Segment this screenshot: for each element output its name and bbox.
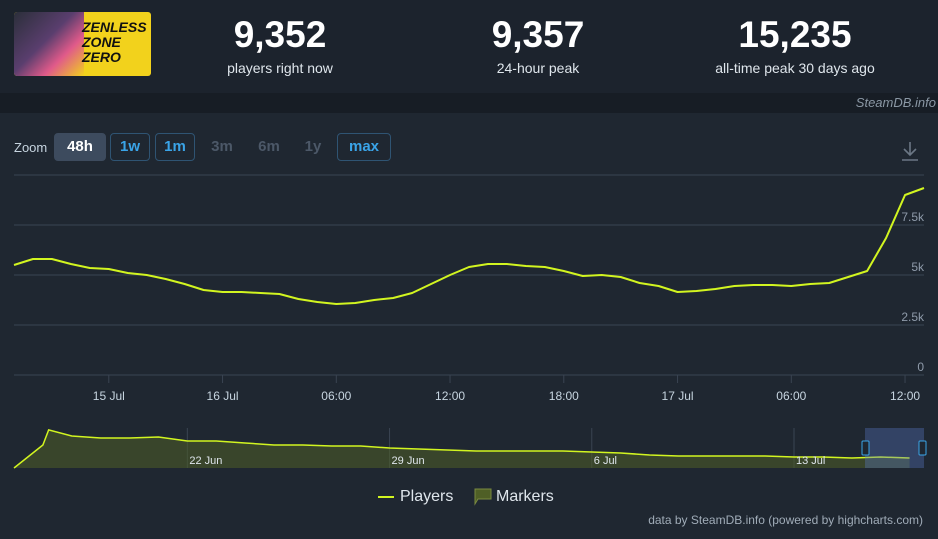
logo-art bbox=[14, 12, 84, 76]
stat-value: 9,352 bbox=[233, 14, 327, 55]
navigator-handle[interactable] bbox=[918, 440, 927, 456]
watermark: SteamDB.info bbox=[855, 95, 936, 110]
navigator-tick-label: 6 Jul bbox=[594, 455, 617, 467]
stat: 15,235 all-time peak 30 days ago bbox=[675, 14, 915, 77]
navigator-handle[interactable] bbox=[861, 440, 870, 456]
series-line bbox=[13, 187, 925, 305]
stat-label: 24-hour peak bbox=[496, 60, 580, 76]
zoom-button[interactable]: 1w bbox=[110, 133, 150, 161]
zoom-button: 1y bbox=[304, 138, 322, 155]
header: ZENLESS ZONE ZERO 9,352 players right no… bbox=[0, 0, 938, 93]
logo-text: ZENLESS ZONE ZERO bbox=[82, 19, 147, 65]
y-tick-label: 0 bbox=[917, 360, 924, 374]
zoom-label: Zoom bbox=[14, 140, 48, 155]
stat: 9,357 24-hour peak bbox=[418, 14, 658, 77]
stat: 9,352 players right now bbox=[160, 14, 400, 77]
navigator-selection bbox=[865, 428, 924, 468]
x-tick-label: 15 Jul bbox=[93, 389, 125, 403]
x-tick-label: 06:00 bbox=[776, 389, 806, 403]
x-tick-label: 06:00 bbox=[321, 389, 351, 403]
credits: data by SteamDB.info (powered by highcha… bbox=[648, 513, 923, 527]
game-logo: ZENLESS ZONE ZERO bbox=[14, 12, 151, 76]
zoom-button: 6m bbox=[258, 138, 280, 155]
stat-value: 9,357 bbox=[491, 14, 585, 55]
x-tick-label: 17 Jul bbox=[662, 389, 694, 403]
y-tick-label: 7.5k bbox=[901, 210, 925, 224]
x-tick-label: 18:00 bbox=[549, 389, 579, 403]
navigator-tick-label: 13 Jul bbox=[796, 455, 825, 467]
stat-label: all-time peak 30 days ago bbox=[715, 60, 875, 76]
navigator-area bbox=[14, 429, 910, 468]
x-tick-label: 12:00 bbox=[890, 389, 920, 403]
navigator-tick-label: 29 Jun bbox=[392, 455, 425, 467]
stat-label: players right now bbox=[227, 60, 333, 76]
download-button[interactable] bbox=[900, 140, 920, 162]
zoom-button[interactable]: 48h bbox=[54, 133, 106, 161]
stat-value: 15,235 bbox=[738, 14, 852, 55]
y-tick-label: 5k bbox=[911, 260, 925, 274]
legend-symbol bbox=[474, 488, 492, 506]
navigator-line bbox=[13, 429, 910, 469]
legend-label[interactable]: Players bbox=[400, 488, 453, 505]
legend-label[interactable]: Markers bbox=[496, 488, 554, 505]
y-tick-label: 2.5k bbox=[901, 310, 925, 324]
x-tick-label: 12:00 bbox=[435, 389, 465, 403]
zoom-button: 3m bbox=[211, 138, 233, 155]
navigator-tick-label: 22 Jun bbox=[189, 455, 222, 467]
zoom-button[interactable]: 1m bbox=[155, 133, 195, 161]
x-tick-label: 16 Jul bbox=[207, 389, 239, 403]
zoom-button[interactable]: max bbox=[337, 133, 391, 161]
